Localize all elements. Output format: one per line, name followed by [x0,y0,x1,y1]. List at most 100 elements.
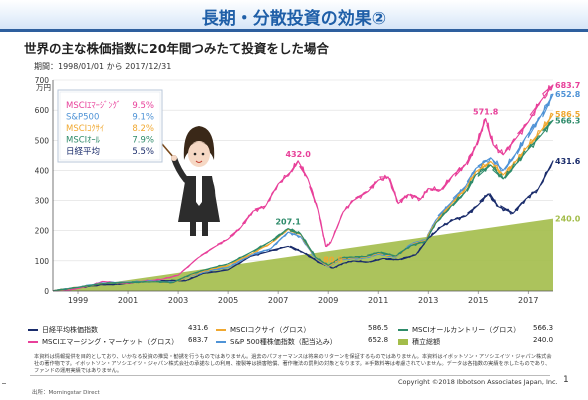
legend-swatch [398,339,408,345]
teacher-face [188,141,210,167]
x-tick-label: 2009 [318,296,338,305]
period-label: 期間：1998/01/01 から 2017/12/31 [34,62,172,71]
legend-label: 積立総額 [412,338,440,346]
callout-return-rate: 7.9% [132,136,154,146]
callout-index-name: MSCIｺｸｻｲ [66,124,104,134]
title-banner [0,0,588,30]
chart-legend: 日経平均株価指数 431.6 MSCIコクサイ（グロス） 586.5 MSCIオ… [28,324,558,348]
callout-return-rate: 8.2% [132,124,154,134]
legend-value: 566.3 [533,324,554,332]
x-tick-label: 2013 [418,296,438,305]
copyright: Copyright ©2018 Ibbotson Associates Japa… [398,378,558,386]
teacher-leg-right [202,222,208,236]
callout-frame [57,89,163,163]
legend-value: 431.6 [188,324,209,332]
y-tick-label: 400 [35,166,50,175]
data-label: 80.5 [323,256,343,265]
legend-item-sp500: S&P 500種株価指数（配当込み） [216,336,337,348]
teacher-shirt [196,176,202,206]
chart-subtitle: 世界の主な株価指数に20年間つみたて投資をした場合 [24,41,329,56]
series-lines [52,84,554,292]
x-tick-label: 2003 [168,296,188,305]
legend-item-contribution: 積立総額 [398,336,440,348]
legend-swatch [28,329,38,331]
legend-label: 日経平均株価指数 [42,326,98,334]
y-tick-label: 500 [35,136,50,145]
callout-index-name: S&P500 [66,113,99,123]
footer-divider [30,375,550,376]
y-tick-label: 200 [35,227,50,236]
data-label: 566.3 [555,116,580,125]
legend-label: MSCIコクサイ（グロス） [230,326,311,334]
callout-inner-frame [59,91,161,161]
legend-row-1: 日経平均株価指数 431.6 MSCIコクサイ（グロス） 586.5 MSCIオ… [28,324,558,336]
callout-return-rate: 9.5% [132,101,154,111]
legend-swatch [216,329,226,331]
x-tick-label: 2015 [468,296,488,305]
disclaimer-text: 本資料は情報提供を目的としており、いかなる投資の推奨・勧誘を行うものではありませ… [34,354,552,374]
contribution-area-fill [53,218,553,291]
x-tick-label: 2011 [368,296,388,305]
return-callout-box: MSCIｴﾏｰｼﾞﾝｸﾞ 9.5% S&P500 9.1% MSCIｺｸｻｲ 8.2% MS… [57,89,163,163]
legend-label: S&P 500種株価指数（配当込み） [230,338,337,346]
teacher-mouth [195,160,203,163]
x-tick-label: 1999 [68,296,88,305]
legend-swatch [216,341,226,343]
x-tick-label: 2005 [218,296,238,305]
edge-mark [2,383,6,384]
contribution-area [53,218,553,291]
legend-value: 683.7 [188,336,209,344]
legend-item-acwi: MSCIオールカントリー（グロス） [398,324,520,336]
callout-return-rate: 5.5% [132,147,154,157]
y-tick-label: 100 [35,257,50,266]
legend-row-2: MSCIエマージング・マーケット（グロス） 683.7 S&P 500種株価指数… [28,336,558,348]
page-number: 1 [563,375,569,385]
pointer-stick [161,143,175,159]
data-label: 586.5 [555,110,581,119]
source-note: 出所：Morningstar Direct [32,390,100,396]
data-label: 571.8 [473,108,499,117]
series-line-4 [52,119,554,292]
y-tick-label: 600 [35,106,50,115]
data-label: 431.6 [555,157,581,166]
teacher-hand [171,155,177,161]
callout-index-name: 日経平均 [66,146,100,157]
teacher-illustration [161,126,220,236]
legend-swatch [398,329,408,331]
legend-item-nikkei: 日経平均株価指数 [28,324,98,336]
legend-value: 240.0 [533,336,554,344]
x-tick-label: 2001 [118,296,138,305]
title-underline [0,29,588,32]
y-tick-label: 0 [44,287,49,296]
data-label: 652.8 [555,90,581,99]
legend-swatch [28,341,38,343]
teacher-eye-right [201,152,205,156]
legend-item-kokusai: MSCIコクサイ（グロス） [216,324,310,336]
series-line-1 [52,84,554,292]
page-title: 長期・分散投資の効果② [201,9,387,29]
legend-label: MSCIオールカントリー（グロス） [412,326,521,334]
teacher-eye-left [193,152,197,156]
legend-value: 652.8 [368,336,389,344]
y-tick-label: 700 [35,76,50,85]
data-label: 207.1 [275,218,301,227]
data-label: 240.0 [555,215,581,224]
x-tick-label: 2017 [518,296,538,305]
legend-value: 586.5 [368,324,389,332]
data-label: 432.0 [285,150,311,159]
teacher-leg-left [190,222,196,236]
callout-index-name: MSCIｴﾏｰｼﾞﾝｸﾞ [66,101,121,111]
teacher-bangs [188,142,210,148]
legend-item-emerging: MSCIエマージング・マーケット（グロス） [28,336,178,348]
legend-label: MSCIエマージング・マーケット（グロス） [42,338,179,346]
y-tick-label: 300 [35,197,50,206]
data-label: 683.7 [555,81,580,90]
x-tick-label: 2007 [268,296,288,305]
chart-axes [52,80,553,294]
y-unit-label: 万円 [36,83,51,92]
callout-index-name: MSCIｵｰﾙ [66,136,101,146]
teacher-arm-right [203,179,216,213]
